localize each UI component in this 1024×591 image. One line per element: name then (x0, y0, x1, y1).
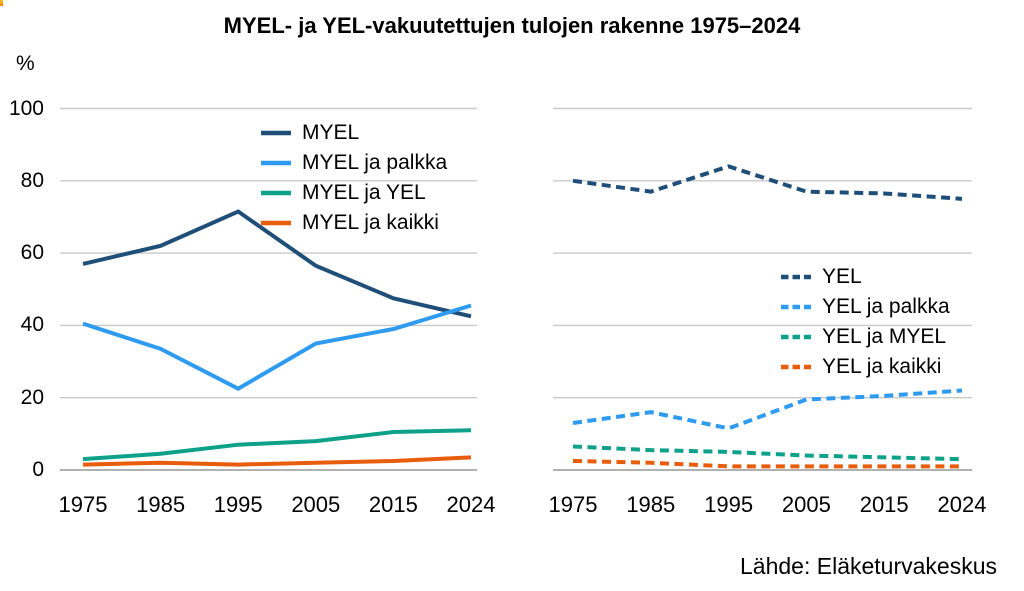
x-tick-label: 2005 (291, 492, 341, 517)
legend-item-myel: MYEL (261, 118, 447, 148)
source-label: Lähde: Eläketurvakeskus (740, 553, 997, 579)
y-tick-label: 60 (20, 241, 44, 265)
dashed-line-swatch-icon (781, 304, 811, 310)
y-tick-label: 20 (20, 385, 44, 409)
y-tick-label: 80 (20, 168, 44, 192)
solid-line-swatch-icon (261, 160, 291, 166)
dashed-line-swatch-icon (781, 334, 811, 340)
line-myel (82, 209, 472, 319)
x-tick-label: 1975 (58, 492, 108, 517)
x-tick-label: 2015 (859, 492, 909, 517)
x-tick-label: 1995 (213, 492, 263, 517)
legend-item-yel-ja-palkka: YEL ja palkka (781, 292, 950, 322)
legend-item-yel-ja-myel: YEL ja MYEL (781, 322, 950, 352)
solid-line-swatch-icon (261, 190, 291, 196)
line-myel-ja-palkka (82, 303, 472, 391)
corner-artifact (0, 0, 3, 6)
line-yel-ja-myel (572, 444, 963, 462)
x-tick-label: 1975 (548, 492, 598, 517)
legend-item-yel-ja-kaikki: YEL ja kaikki (781, 352, 950, 382)
line-yel-ja-palkka (572, 388, 963, 431)
solid-line-swatch-icon (261, 220, 291, 226)
x-tick-label: 2024 (937, 492, 987, 517)
x-tick-label: 1995 (704, 492, 754, 517)
line-yel (572, 164, 963, 201)
solid-line-swatch-icon (261, 130, 291, 136)
y-axis-labels: 100 80 60 40 20 0 (0, 0, 44, 591)
legend-label: YEL ja kaikki (822, 355, 942, 378)
x-tick-label: 1985 (626, 492, 676, 517)
legend-label: YEL ja MYEL (822, 325, 947, 348)
y-tick-label: 100 (8, 96, 44, 120)
legend-label: MYEL ja kaikki (302, 211, 439, 234)
y-axis-unit-label: % (16, 52, 35, 75)
legend-item-yel: YEL (781, 262, 950, 292)
line-yel-ja-kaikki (572, 458, 962, 469)
legend-item-myel-ja-kaikki: MYEL ja kaikki (261, 208, 447, 238)
legend-item-myel-ja-palkka: MYEL ja palkka (261, 148, 447, 178)
x-tick-label: 1985 (136, 492, 186, 517)
x-tick-label: 2015 (368, 492, 418, 517)
dashed-line-swatch-icon (781, 274, 811, 280)
x-tick-label: 2005 (781, 492, 831, 517)
chart-title: MYEL- ja YEL-vakuutettujen tulojen raken… (223, 13, 801, 38)
dashed-line-swatch-icon (781, 364, 811, 370)
legend-label: MYEL ja palkka (302, 151, 448, 174)
legend-label: MYEL (302, 121, 360, 144)
legend-label: YEL (822, 265, 862, 288)
y-tick-label: 0 (32, 458, 44, 481)
legend-label: MYEL ja YEL (302, 181, 426, 204)
legend-left: MYEL MYEL ja palkka MYEL ja YEL MYEL ja kai… (261, 118, 447, 238)
y-tick-label: 40 (20, 313, 44, 337)
legend-label: YEL ja palkka (822, 295, 950, 318)
legend-item-myel-ja-yel: MYEL ja YEL (261, 178, 447, 208)
x-tick-label: 2024 (446, 492, 496, 517)
legend-right: YEL YEL ja palkka YEL ja MYEL YEL ja kaikki (781, 262, 950, 382)
line-myel-ja-kaikki (82, 455, 472, 467)
line-myel-ja-yel (82, 428, 472, 462)
